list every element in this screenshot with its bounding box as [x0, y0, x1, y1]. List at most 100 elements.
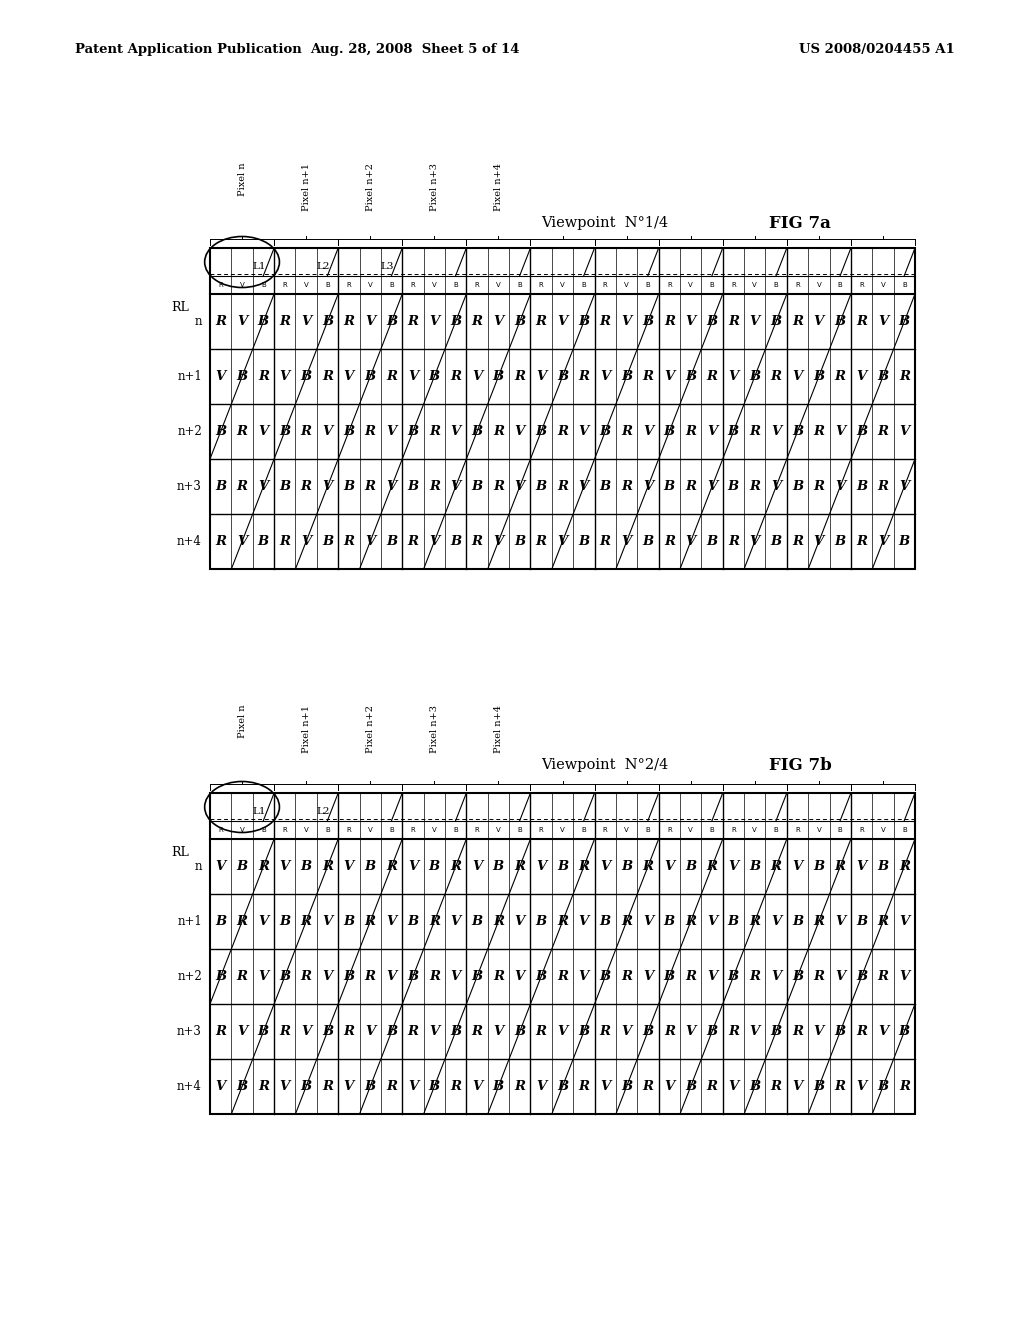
Text: R: R [859, 828, 864, 833]
Text: V: V [881, 282, 886, 288]
Text: R: R [322, 370, 333, 383]
Text: Patent Application Publication: Patent Application Publication [75, 44, 302, 57]
Text: V: V [878, 315, 888, 327]
Text: R: R [600, 1026, 610, 1038]
Text: R: R [408, 1026, 419, 1038]
Text: Viewpoint  N°2/4: Viewpoint N°2/4 [542, 758, 669, 772]
Text: R: R [835, 861, 846, 873]
Text: B: B [429, 861, 440, 873]
Text: B: B [386, 315, 397, 327]
Text: V: V [496, 828, 501, 833]
Text: R: R [813, 480, 824, 492]
Text: B: B [408, 425, 419, 438]
Text: V: V [579, 970, 589, 983]
Text: B: B [261, 828, 266, 833]
Text: R: R [750, 480, 760, 492]
Text: R: R [750, 915, 760, 928]
Text: B: B [838, 282, 843, 288]
Text: V: V [240, 282, 245, 288]
Text: Pixel n+3: Pixel n+3 [430, 162, 439, 211]
Text: B: B [514, 1026, 525, 1038]
Text: R: R [685, 425, 696, 438]
Text: V: V [579, 425, 589, 438]
Text: V: V [557, 1026, 567, 1038]
Text: B: B [454, 282, 458, 288]
Text: V: V [237, 315, 247, 327]
Text: B: B [389, 828, 394, 833]
Text: V: V [685, 535, 695, 548]
Text: R: R [493, 480, 504, 492]
Text: B: B [664, 480, 675, 492]
Text: R: R [557, 480, 568, 492]
Text: Pixel n+2: Pixel n+2 [366, 705, 375, 752]
Text: B: B [514, 315, 525, 327]
Text: V: V [753, 282, 757, 288]
Text: n+4: n+4 [177, 1080, 202, 1093]
Text: R: R [493, 915, 504, 928]
Text: L1: L1 [252, 261, 266, 271]
Text: B: B [429, 370, 440, 383]
Text: B: B [856, 425, 867, 438]
Text: R: R [685, 480, 696, 492]
Text: V: V [643, 480, 653, 492]
Text: V: V [557, 315, 567, 327]
Text: V: V [560, 282, 565, 288]
Text: R: R [878, 480, 889, 492]
Text: V: V [622, 535, 632, 548]
Text: V: V [432, 828, 436, 833]
Text: V: V [856, 1080, 866, 1093]
Text: V: V [536, 1080, 546, 1093]
Text: R: R [365, 915, 376, 928]
Text: V: V [432, 282, 436, 288]
Text: L1: L1 [252, 807, 266, 816]
Text: R: R [664, 1026, 675, 1038]
Text: B: B [326, 828, 330, 833]
Text: B: B [408, 480, 419, 492]
Text: R: R [429, 970, 440, 983]
Text: R: R [731, 828, 736, 833]
Text: B: B [237, 1080, 248, 1093]
Text: B: B [237, 861, 248, 873]
Text: V: V [878, 535, 888, 548]
Text: V: V [579, 915, 589, 928]
Text: R: R [813, 970, 824, 983]
Text: V: V [344, 370, 354, 383]
Text: V: V [386, 915, 396, 928]
Text: R: R [771, 861, 781, 873]
Text: V: V [753, 828, 757, 833]
Text: V: V [856, 861, 866, 873]
Text: B: B [835, 315, 846, 327]
Text: V: V [899, 480, 909, 492]
Text: R: R [346, 282, 351, 288]
Text: B: B [707, 535, 718, 548]
Text: B: B [899, 1026, 910, 1038]
Text: R: R [536, 315, 547, 327]
Text: R: R [750, 425, 760, 438]
Text: B: B [856, 480, 867, 492]
Text: V: V [258, 915, 268, 928]
Text: R: R [685, 970, 696, 983]
Text: B: B [685, 861, 696, 873]
Text: V: V [707, 425, 717, 438]
Text: R: R [343, 315, 354, 327]
Text: V: V [496, 282, 501, 288]
Text: B: B [664, 425, 675, 438]
Text: R: R [237, 915, 248, 928]
Text: B: B [792, 480, 803, 492]
Text: V: V [600, 1080, 610, 1093]
Text: B: B [343, 915, 354, 928]
Text: V: V [643, 915, 653, 928]
Text: B: B [645, 828, 650, 833]
Text: Viewpoint  N°1/4: Viewpoint N°1/4 [542, 216, 669, 230]
Text: R: R [899, 1080, 909, 1093]
Text: Aug. 28, 2008  Sheet 5 of 14: Aug. 28, 2008 Sheet 5 of 14 [310, 44, 520, 57]
Text: V: V [304, 828, 308, 833]
Text: B: B [664, 915, 675, 928]
Text: B: B [582, 828, 586, 833]
Text: B: B [878, 1080, 889, 1093]
Text: R: R [493, 425, 504, 438]
Text: B: B [792, 915, 803, 928]
Text: R: R [411, 282, 416, 288]
Text: B: B [600, 970, 611, 983]
Text: V: V [472, 370, 482, 383]
